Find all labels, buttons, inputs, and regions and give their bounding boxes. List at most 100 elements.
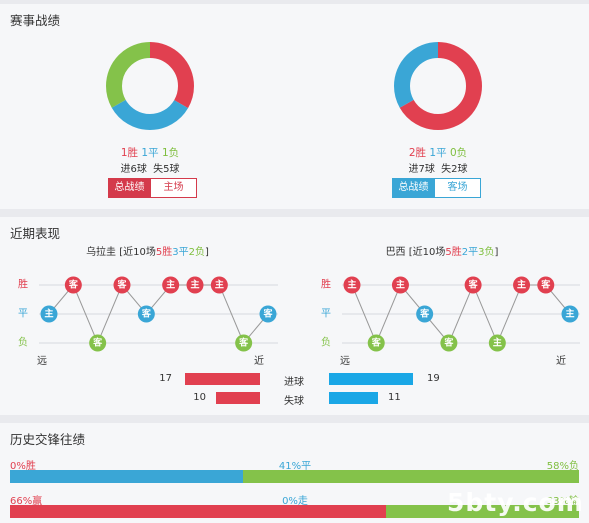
home-match-venue: 客 [116,279,127,291]
away-match-point[interactable] [488,334,506,352]
h2h-win-pct: 0%胜 [10,461,36,472]
away-form-draws: 2平 [461,247,479,258]
away-team-name: 巴西 [385,247,406,258]
home-donut-draw-slice [106,42,194,130]
home-record-donut [106,42,194,130]
away-axis-label-draw: 平 [321,309,331,320]
away-axis-near: 近 [556,354,566,367]
recent-form-section: 近期表现 乌拉圭 [近10场5胜3平2负] 巴西 [近10场5胜2平3负] 胜平… [0,217,589,415]
home-form-draws: 3平 [172,247,189,258]
home-axis-label-draw: 平 [18,309,28,320]
away-match-point[interactable] [343,276,361,294]
away-loss-count: 0负 [449,147,468,159]
tab-away-all-record[interactable]: 总战绩 [392,178,435,198]
home-win-count: 1胜 [120,147,139,159]
h2h-loss-segment [243,470,579,483]
away-goals-against-bar [329,392,378,404]
home-draw-count: 1平 [141,147,159,159]
away-match-point[interactable] [513,276,531,294]
away-form-prefix: [近10场 [408,247,446,258]
home-form-line [48,284,269,345]
away-axis-label-loss: 负 [321,336,331,349]
h2h-handicap-win-pct: 66%赢 [10,496,43,507]
home-form-prefix: [近10场 [119,247,156,258]
home-match-point[interactable] [259,305,277,323]
h2h-handicap-loss-segment [385,505,579,518]
home-match-point[interactable] [113,276,131,294]
away-record-tabs: 总战绩 客场 [392,178,481,198]
home-form-losses: 2负 [188,247,206,258]
h2h-loss-pct: 58%负 [546,461,579,472]
away-match-point[interactable] [416,305,434,323]
away-match-venue: 客 [371,337,382,349]
goals-against-label: 失球 [284,396,304,407]
watermark-logo: 5bty.com [447,488,584,517]
away-match-point[interactable] [391,276,409,294]
home-donut-loss-slice [106,42,194,130]
section-title-record: 赛事战绩 [10,13,61,28]
away-match-venue: 主 [396,279,405,291]
away-match-point[interactable] [440,334,458,352]
tab-home-home-record[interactable]: 主场 [151,178,197,198]
away-record-donut [394,42,482,130]
home-match-venue: 客 [68,279,79,291]
away-axis-far: 远 [340,355,350,367]
home-goals: 进6球 失5球 [120,164,180,175]
h2h-handicap-bar [10,505,579,518]
home-form-wins: 5胜 [155,247,173,258]
away-goals: 进7球 失2球 [408,164,468,175]
home-axis-near: 近 [254,354,264,367]
away-axis-label-win: 胜 [321,279,331,291]
away-donut-draw-slice [394,42,482,130]
away-match-venue: 客 [468,279,479,291]
home-form-suffix: ] [205,247,209,258]
home-match-venue: 主 [166,279,175,291]
away-form-suffix: ] [494,247,499,258]
home-match-point[interactable] [210,276,228,294]
away-form-wins: 5胜 [445,247,462,258]
home-match-venue: 客 [92,337,103,349]
home-loss-count: 1负 [161,147,180,159]
home-match-point[interactable] [137,305,155,323]
home-goals-for-bar [184,373,260,385]
away-match-venue: 客 [443,337,454,349]
away-match-point[interactable] [464,276,482,294]
home-match-point[interactable] [186,276,204,294]
home-record-tabs: 总战绩 主场 [108,178,197,198]
away-form-header: 巴西 [近10场5胜2平3负] [295,243,589,258]
home-goals-for-value: 17 [159,373,172,384]
away-win-count: 2胜 [408,147,427,159]
home-team-name: 乌拉圭 [86,247,117,258]
home-axis-label-loss: 负 [18,336,28,349]
home-match-point[interactable] [235,334,253,352]
h2h-draw-segment [10,470,244,483]
away-match-point[interactable] [561,305,579,323]
away-match-venue: 主 [493,337,502,349]
goals-for-label: 进球 [284,377,304,388]
form-charts: 胜平负主客客客客主主主客客远近 胜平负主客主客客客主主 客主远近 [18,276,580,367]
home-wdl: 1胜 1平 1负 [90,145,210,160]
tab-away-away-record[interactable]: 客场 [435,178,481,198]
away-goals-for-value: 19 [427,373,440,384]
away-match-point[interactable] [367,334,385,352]
h2h-section: 历史交锋往绩 0%胜 41%平 58%负 66%赢 0%走 33%输 [0,423,589,523]
home-match-venue: 客 [238,337,249,349]
home-match-point[interactable] [162,276,180,294]
away-match-venue: 主 [347,279,356,291]
home-goals-against-value: 10 [193,392,206,403]
home-match-venue: 客 [262,308,273,320]
tab-home-all-record[interactable]: 总战绩 [108,178,151,198]
away-form-line [351,283,571,345]
section-title-h2h: 历史交锋往绩 [10,432,86,447]
away-match-venue: 主 [565,308,574,320]
h2h-result-bar [10,470,579,483]
away-match-venue: 主 [517,279,526,291]
home-match-point[interactable] [89,334,107,352]
away-wdl: 2胜 1平 0负 [378,145,498,160]
home-match-point[interactable] [40,305,58,323]
away-match-point[interactable] [537,276,555,294]
home-axis-label-win: 胜 [18,279,28,291]
away-match-venue: 客 [419,308,430,320]
record-section: 赛事战绩 1胜 1平 1负 进6球 失5球 总战绩 主场 2胜 1平 0负 进7… [0,4,589,209]
home-match-point[interactable] [64,276,82,294]
